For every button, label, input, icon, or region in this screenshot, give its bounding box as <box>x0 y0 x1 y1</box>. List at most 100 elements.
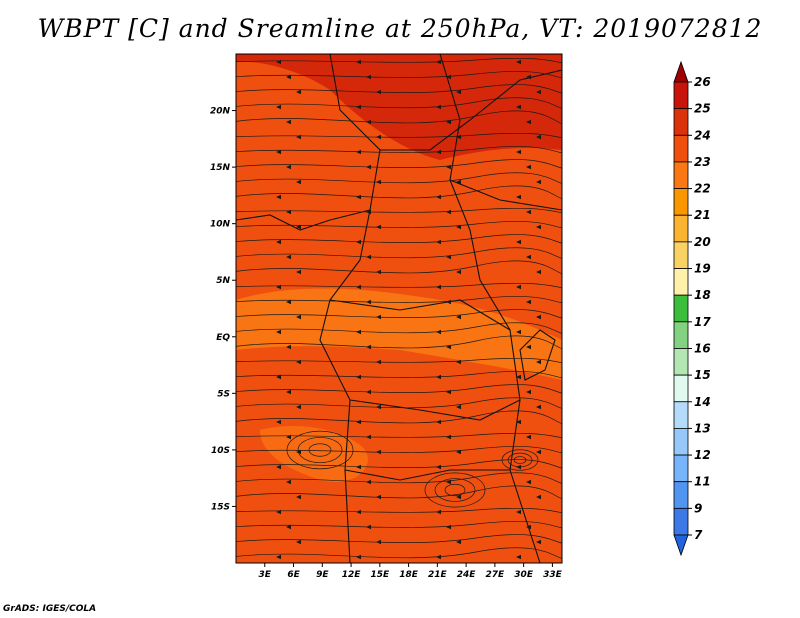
streamline-arrow <box>356 509 361 515</box>
streamline-arrow <box>516 419 521 425</box>
streamline-arrow <box>376 179 381 185</box>
streamline-arrow <box>366 209 371 215</box>
colorbar-swatch <box>673 348 689 376</box>
streamline-arrow <box>446 344 451 350</box>
streamline-arrow <box>366 524 371 530</box>
streamline-arrow <box>436 374 441 380</box>
streamline <box>236 282 562 288</box>
streamline-arrow <box>376 494 381 500</box>
colorbar-swatch <box>673 294 689 323</box>
streamline-arrow <box>536 179 541 185</box>
colorbar-label: 17 <box>694 315 711 329</box>
lon-tick-label: 6E <box>287 570 300 580</box>
streamline-arrow <box>446 209 451 215</box>
streamline <box>236 335 562 350</box>
streamline-arrow <box>286 299 291 305</box>
streamline <box>236 397 562 409</box>
streamline-arrow <box>536 359 541 365</box>
lat-tick-label: 10N <box>210 220 231 230</box>
streamline-arrow <box>356 104 361 110</box>
streamline <box>236 357 562 363</box>
streamline-arrow <box>526 344 531 350</box>
streamline-arrow <box>436 284 441 290</box>
streamline-vortex <box>434 478 476 502</box>
streamline <box>236 97 562 109</box>
streamline-arrow <box>436 554 441 560</box>
streamline <box>236 371 562 379</box>
map-area <box>236 54 562 563</box>
streamline-arrow <box>456 404 461 410</box>
streamline-arrow <box>296 404 301 410</box>
colorbar-swatch <box>673 454 689 483</box>
streamline-arrow <box>456 359 461 365</box>
streamline-arrow <box>376 359 381 365</box>
lat-tick-label: 10S <box>211 446 230 456</box>
colorbar-swatch <box>673 241 689 269</box>
streamline-arrow <box>516 509 521 515</box>
streamline-arrow <box>356 149 361 155</box>
streamline-arrow <box>516 59 521 65</box>
streamline-arrow <box>286 164 291 170</box>
streamline-arrow <box>296 359 301 365</box>
streamline-arrow <box>436 464 441 470</box>
colorbar-label: 25 <box>694 102 711 116</box>
colorbar-label: 9 <box>694 501 702 515</box>
streamline-arrow <box>276 464 281 470</box>
lat-tick-label: 15S <box>211 502 230 512</box>
streamline-arrow <box>526 389 531 395</box>
streamline-arrow <box>366 389 371 395</box>
streamline-arrow <box>536 314 541 320</box>
streamline-arrow <box>526 524 531 530</box>
streamline-arrow <box>276 59 281 65</box>
streamline-arrow <box>296 494 301 500</box>
colorbar-swatch <box>673 188 689 216</box>
streamline-arrow <box>446 299 451 305</box>
streamline <box>236 172 562 184</box>
streamline <box>236 159 562 169</box>
streamline-vortex <box>507 452 533 468</box>
colorbar-swatch <box>673 81 689 110</box>
streamline-arrow <box>296 314 301 320</box>
streamline <box>236 132 562 138</box>
colorbar-swatch <box>673 428 689 456</box>
streamline-arrow <box>516 554 521 560</box>
colorbar-swatch <box>673 268 689 296</box>
colorbar-swatch <box>673 507 689 536</box>
colorbar-swatch <box>673 321 689 349</box>
streamline-vortex <box>501 449 539 471</box>
streamline-arrow <box>276 239 281 245</box>
streamline-arrow <box>526 254 531 260</box>
wbpt-region-cool-belt <box>236 288 562 380</box>
lon-tick-label: 9E <box>316 570 329 580</box>
streamline-arrow <box>356 419 361 425</box>
streamline-arrow <box>296 179 301 185</box>
streamline-arrow <box>456 269 461 275</box>
streamline-arrow <box>376 314 381 320</box>
lat-tick-label: 15N <box>210 163 231 173</box>
streamline-arrow <box>356 284 361 290</box>
streamline-arrow <box>276 284 281 290</box>
wbpt-region-north-hot <box>236 54 562 160</box>
streamline <box>236 185 562 200</box>
streamline-arrow <box>286 344 291 350</box>
streamline-arrow <box>536 224 541 230</box>
streamline-arrow <box>516 194 521 200</box>
country-border <box>519 329 556 381</box>
colorbar-label: 16 <box>694 341 711 355</box>
lat-tick-label: 5S <box>217 389 230 399</box>
footer-credit: GrADS: IGES/COLA <box>3 604 97 614</box>
streamline-arrow <box>376 224 381 230</box>
streamline-vortex <box>424 472 486 508</box>
country-border <box>380 69 562 151</box>
streamline-arrow <box>376 269 381 275</box>
colorbar-swatch <box>673 374 689 403</box>
streamline-arrow <box>456 224 461 230</box>
lat-tick-label: 20N <box>210 107 231 117</box>
streamline-arrow <box>436 419 441 425</box>
streamline-arrow <box>376 449 381 455</box>
streamline-arrow <box>296 89 301 95</box>
streamline <box>236 234 562 244</box>
streamline-arrow <box>456 89 461 95</box>
streamline <box>236 207 562 213</box>
